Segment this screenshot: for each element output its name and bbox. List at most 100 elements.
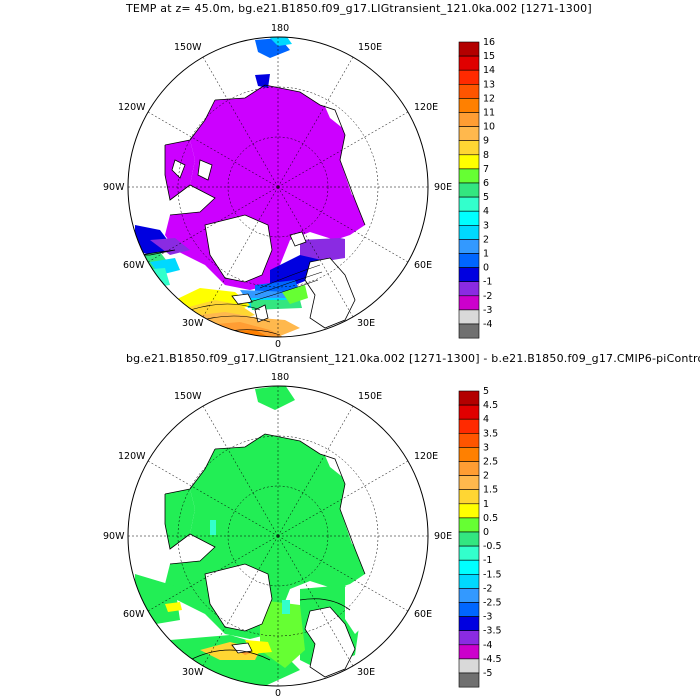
colorbar-cell [458,447,480,462]
colorbar-cell [458,225,480,240]
colorbar-tick-label: 5 [483,386,489,397]
colorbar-cell [458,390,480,406]
colorbar-cell [458,588,480,603]
colorbar-tick-label: 0 [483,527,489,538]
p2-lon-60e: 60E [414,609,432,620]
colorbar-cell [458,239,480,254]
colorbar-tick-label: 12 [483,93,495,104]
p1-lon-30e: 30E [357,318,375,329]
colorbar-tick-label: 5 [483,192,489,203]
colorbar-cell [458,616,480,631]
colorbar-tick-label: -4 [483,640,492,651]
colorbar-tick-label: 3.5 [483,428,498,439]
colorbar-tick-label: -1.5 [483,569,502,580]
colorbar-tick-label: 1 [483,249,489,260]
p2-lon-30e: 30E [357,667,375,678]
colorbar-tick-label: 4.5 [483,400,498,411]
colorbar-cell [458,531,480,547]
colorbar-cell [458,281,480,297]
colorbar-cell [458,196,480,212]
colorbar-cell [458,267,480,283]
colorbar-cell [458,644,480,660]
panel2-title: bg.e21.B1850.f09_g17.LIGtransient_121.0k… [126,352,700,365]
colorbar-tick-label: 13 [483,79,495,90]
colorbar-cell [458,140,480,156]
p1-lon-90w: 90W [103,182,125,193]
panel1-title: TEMP at z= 45.0m, bg.e21.B1850.f09_g17.L… [126,2,592,15]
colorbar-tick-label: 2 [483,471,489,482]
colorbar-tick-label: -4.5 [483,654,502,665]
p2-lon-150e: 150E [358,391,382,402]
colorbar-cell [458,295,480,311]
colorbar-tick-label: 4 [483,206,489,217]
colorbar-tick-label: -4 [483,319,492,330]
colorbar-cell [458,517,480,533]
p1-lon-90e: 90E [434,182,452,193]
colorbar-tick-label: -1 [483,277,492,288]
colorbar-cell [458,545,480,561]
colorbar-tick-label: 4 [483,414,489,425]
colorbar-tick-label: -0.5 [483,541,502,552]
p2-lon-90e: 90E [434,531,452,542]
colorbar-cell [458,503,480,519]
panel2-colorbar: 5 4.5 4 3.5 3 2.5 2 1.5 1 0.5 0 -0.5 -1 -1.5 -2 -2.5 -3 -… [458,386,502,688]
colorbar-cell [458,559,480,575]
colorbar-cell [458,154,480,170]
panel1-map: 180 0 150W 150E 120W 120E 90W 90E 60W 60… [103,23,452,350]
p1-lon-30w: 30W [182,318,204,329]
colorbar-tick-label: 3 [483,442,489,453]
colorbar-tick-label: -3.5 [483,626,502,637]
p1-lon-60e: 60E [414,260,432,271]
colorbar-cell [458,55,480,71]
colorbar-tick-label: 0 [483,263,489,274]
p2-lon-90w: 90W [103,531,125,542]
p2-lon-180: 180 [271,372,289,383]
colorbar-cell [458,69,480,85]
colorbar-cell [458,658,480,674]
colorbar-tick-label: 2 [483,234,489,245]
colorbar-cell [458,112,480,127]
colorbar-cell [458,84,480,99]
panel2-map: 180 0 150W 150E 120W 120E 90W 90E 60W 60… [103,372,452,699]
colorbar-tick-label: -5 [483,668,492,679]
colorbar-tick-label: 8 [483,150,489,161]
colorbar-tick-label: 15 [483,51,495,62]
colorbar-tick-label: 0.5 [483,513,498,524]
p1-lon-120e: 120E [414,102,438,113]
colorbar-tick-label: -2.5 [483,598,502,609]
colorbar-cell [458,253,480,268]
colorbar-tick-label: 14 [483,65,495,76]
p1-lon-150w: 150W [174,42,202,53]
colorbar-tick-label: 3 [483,220,489,231]
colorbar-tick-label: 7 [483,164,489,175]
p2-lon-0: 0 [275,688,281,699]
p1-lon-150e: 150E [358,42,382,53]
p2-lon-60w: 60W [123,609,145,620]
colorbar-cell [458,489,480,505]
colorbar-tick-label: 1.5 [483,485,498,496]
colorbar-tick-label: 6 [483,178,489,189]
colorbar-tick-label: -3 [483,612,492,623]
p2-lon-150w: 150W [174,391,202,402]
colorbar-cell [458,573,480,589]
colorbar-cell [458,309,480,325]
colorbar-cell [458,475,480,491]
p1-lon-120w: 120W [118,102,146,113]
colorbar-cell [458,432,480,448]
p2-lon-120w: 120W [118,451,146,462]
colorbar-tick-label: -2 [483,291,492,302]
colorbar-cell [458,126,480,141]
colorbar-tick-label: 10 [483,122,495,133]
colorbar-cell [458,41,480,57]
colorbar-cell [458,404,480,420]
p2-lon-120e: 120E [414,451,438,462]
colorbar-cell [458,461,480,476]
colorbar-tick-label: -2 [483,583,492,594]
colorbar-tick-label: 1 [483,499,489,510]
p2-lon-30w: 30W [182,667,204,678]
colorbar-cell [458,210,480,226]
colorbar-cell [458,602,480,617]
colorbar-cell [458,182,480,198]
